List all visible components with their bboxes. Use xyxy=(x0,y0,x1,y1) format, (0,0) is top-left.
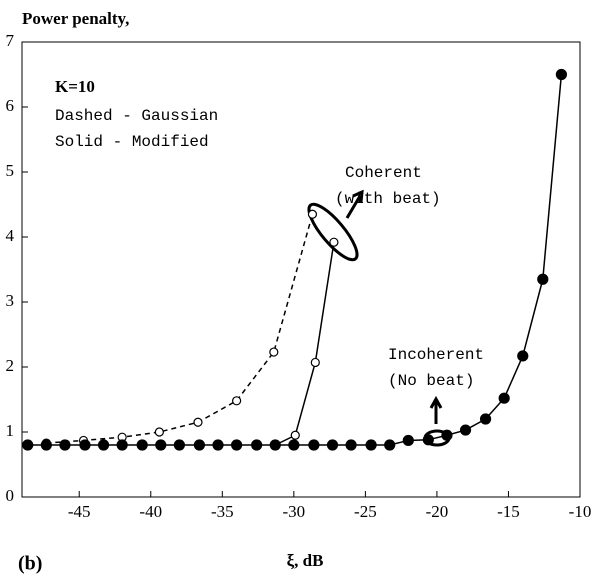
data-point xyxy=(212,439,224,451)
x-tick-label: -15 xyxy=(497,502,520,521)
x-tick-label: -45 xyxy=(68,502,91,521)
data-point xyxy=(537,273,549,285)
data-point xyxy=(517,350,529,362)
data-point xyxy=(97,439,110,451)
data-point xyxy=(459,424,472,436)
data-point xyxy=(154,427,164,437)
x-axis-label: ξ, dB xyxy=(287,551,324,570)
data-point xyxy=(231,439,243,451)
data-point xyxy=(59,439,71,451)
coherent-ellipse xyxy=(307,202,359,262)
data-point xyxy=(136,439,148,451)
x-tick-label: -35 xyxy=(211,502,234,521)
data-point xyxy=(326,439,339,451)
data-point xyxy=(422,434,434,446)
annotation: (No beat) xyxy=(388,372,474,390)
x-tick-label: -40 xyxy=(139,502,162,521)
data-point xyxy=(365,439,377,451)
data-point xyxy=(555,68,568,81)
y-tick-label: 2 xyxy=(6,356,15,375)
x-tick-label: -30 xyxy=(283,502,306,521)
annotation: Incoherent xyxy=(388,346,484,364)
incoherent-arrow xyxy=(429,395,443,424)
x-tick-label: -20 xyxy=(426,502,449,521)
plot-frame xyxy=(21,41,581,498)
y-tick-label: 3 xyxy=(6,291,15,310)
data-point xyxy=(116,439,128,451)
annotation: Solid - Modified xyxy=(55,133,209,151)
data-point xyxy=(402,434,414,447)
data-point xyxy=(290,430,300,440)
data-point xyxy=(251,439,263,451)
data-point xyxy=(173,439,185,451)
series-line xyxy=(274,242,335,446)
data-point xyxy=(193,417,203,427)
data-point xyxy=(193,439,206,451)
annotation: K=10 xyxy=(55,77,95,96)
data-point xyxy=(479,413,492,425)
data-point xyxy=(310,357,320,368)
data-point xyxy=(232,396,242,406)
data-point xyxy=(329,237,339,247)
annotation: (with beat) xyxy=(335,190,441,208)
x-tick-label: -25 xyxy=(354,502,377,521)
coherent-arrow xyxy=(345,189,364,219)
x-tick-label: -10 xyxy=(569,502,592,521)
y-tick-label: 7 xyxy=(6,31,15,50)
data-point xyxy=(79,439,91,451)
annotation: Dashed - Gaussian xyxy=(55,107,218,125)
data-point xyxy=(288,439,300,451)
y-tick-label: 5 xyxy=(6,161,15,180)
data-point xyxy=(155,439,167,451)
data-point xyxy=(40,439,52,451)
data-point xyxy=(269,439,281,451)
chart-title: Power penalty, xyxy=(22,9,129,28)
data-point xyxy=(269,347,279,357)
data-point xyxy=(308,439,320,451)
annotation: Coherent xyxy=(345,164,422,182)
series-line xyxy=(46,214,314,444)
y-tick-label: 6 xyxy=(6,96,15,115)
panel-label: (b) xyxy=(18,553,42,575)
data-point xyxy=(498,392,510,404)
y-tick-label: 1 xyxy=(6,421,15,440)
y-tick-label: 4 xyxy=(6,226,15,245)
data-point xyxy=(307,209,318,219)
data-point xyxy=(22,439,34,451)
data-point xyxy=(345,439,357,451)
data-point xyxy=(384,439,396,451)
data-point xyxy=(441,429,453,441)
y-tick-label: 0 xyxy=(6,486,15,505)
series-line xyxy=(27,74,563,446)
